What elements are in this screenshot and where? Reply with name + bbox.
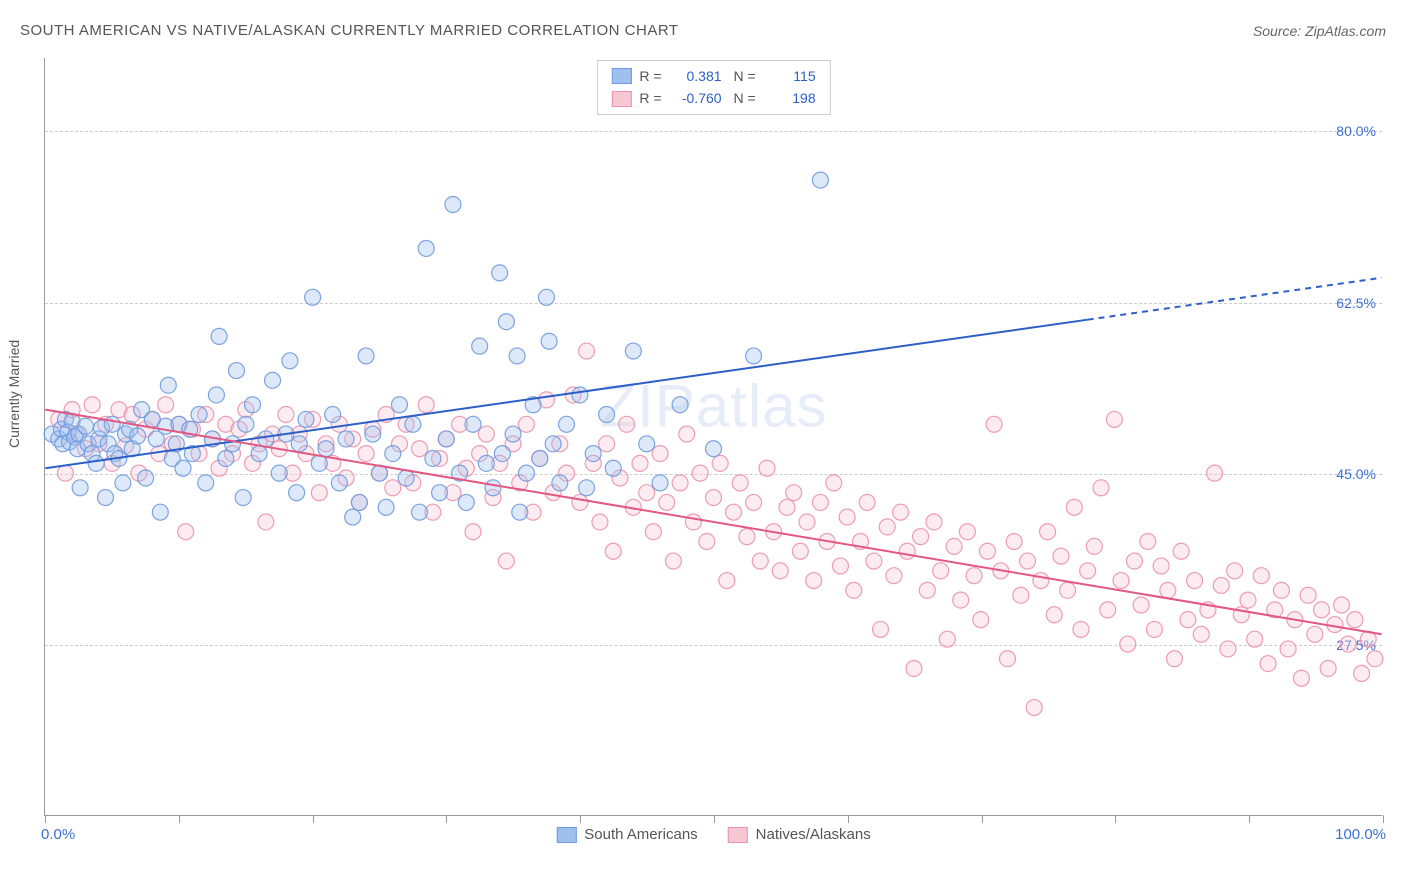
legend-row-south-americans: R = 0.381 N = 115 [611, 65, 815, 87]
trend-line-dashed [1088, 278, 1382, 320]
legend-n-prefix: N = [730, 87, 756, 109]
legend-n-value-sa: 115 [764, 65, 816, 87]
swatch-natives-alaskans-icon [728, 827, 748, 843]
chart-header: SOUTH AMERICAN VS NATIVE/ALASKAN CURRENT… [20, 22, 1386, 39]
x-tick-mark [1249, 815, 1250, 823]
x-tick-mark [1383, 815, 1384, 823]
x-tick-mark [982, 815, 983, 823]
legend-n-value-na: 198 [764, 87, 816, 109]
x-tick-mark [580, 815, 581, 823]
legend-r-prefix: R = [639, 65, 661, 87]
legend-label-south-americans: South Americans [584, 826, 697, 843]
correlation-legend-box: R = 0.381 N = 115 R = -0.760 N = 198 [596, 60, 830, 115]
x-axis-min-label: 0.0% [41, 826, 75, 843]
swatch-south-americans-icon [611, 68, 631, 84]
swatch-south-americans-icon [556, 827, 576, 843]
legend-item-natives-alaskans: Natives/Alaskans [728, 826, 871, 843]
trend-line [45, 320, 1087, 469]
x-axis-legend: South Americans Natives/Alaskans [556, 826, 870, 843]
legend-label-natives-alaskans: Natives/Alaskans [756, 826, 871, 843]
swatch-natives-alaskans-icon [611, 91, 631, 107]
legend-r-value-na: -0.760 [670, 87, 722, 109]
source-label: Source: ZipAtlas.com [1253, 23, 1386, 39]
y-axis-label: Currently Married [6, 340, 22, 448]
legend-n-prefix: N = [730, 65, 756, 87]
trend-lines-svg [45, 58, 1382, 815]
x-axis-max-label: 100.0% [1335, 826, 1386, 843]
x-tick-mark [714, 815, 715, 823]
legend-row-natives-alaskans: R = -0.760 N = 198 [611, 87, 815, 109]
legend-r-prefix: R = [639, 87, 661, 109]
plot-area: ZIPatlas 27.5%45.0%62.5%80.0% 0.0% 100.0… [44, 58, 1382, 816]
chart-title: SOUTH AMERICAN VS NATIVE/ALASKAN CURRENT… [20, 22, 679, 39]
trend-line [45, 410, 1381, 635]
legend-r-value-sa: 0.381 [670, 65, 722, 87]
x-tick-mark [45, 815, 46, 823]
legend-item-south-americans: South Americans [556, 826, 697, 843]
x-tick-mark [446, 815, 447, 823]
x-tick-mark [313, 815, 314, 823]
x-tick-mark [179, 815, 180, 823]
x-tick-mark [848, 815, 849, 823]
x-tick-mark [1115, 815, 1116, 823]
